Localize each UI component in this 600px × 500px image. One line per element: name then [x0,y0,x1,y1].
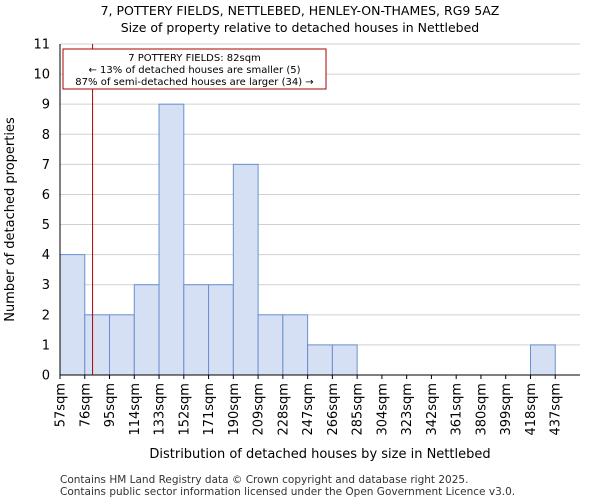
y-tick-label: 9 [42,98,50,113]
y-tick-label: 4 [42,248,50,263]
x-tick-label: 247sqm [301,383,316,436]
x-tick-label: 228sqm [276,383,291,436]
x-tick-label: 399sqm [499,383,514,436]
histogram-bar [331,344,358,376]
annotation-line-1: 7 POTTERY FIELDS: 82sqm [128,53,261,64]
histogram-bar [307,344,333,376]
histogram-bar [529,344,556,376]
chart-title: 7, POTTERY FIELDS, NETTLEBED, HENLEY-ON-… [100,3,500,18]
histogram-bar [59,254,86,376]
x-axis-title: Distribution of detached houses by size … [149,447,490,462]
y-tick-label: 0 [42,369,50,384]
x-tick-label: 437sqm [549,383,564,436]
x-tick-label: 418sqm [524,383,539,436]
footer-line-2: Contains public sector information licen… [60,486,516,498]
histogram-bar [84,314,111,376]
histogram-bar [133,284,160,376]
x-tick-label: 114sqm [128,383,143,436]
x-tick-label: 76sqm [78,383,93,427]
x-tick-label: 380sqm [474,383,489,436]
y-tick-label: 3 [42,278,50,293]
x-tick-label: 209sqm [252,383,267,436]
annotation-line-3: 87% of semi-detached houses are larger (… [75,77,313,88]
footer-line-1: Contains HM Land Registry data © Crown c… [60,474,469,486]
y-tick-label: 1 [42,338,50,353]
x-tick-label: 171sqm [202,383,217,436]
histogram-bar [109,314,135,376]
x-tick-label: 342sqm [425,383,440,436]
x-tick-label: 57sqm [54,383,69,427]
x-tick-label: 361sqm [450,383,465,436]
x-tick-label: 95sqm [103,383,118,427]
y-tick-label: 6 [42,188,50,203]
y-tick-label: 11 [33,38,50,53]
x-tick-label: 190sqm [227,383,242,436]
x-tick-label: 266sqm [326,383,341,436]
histogram-bar [158,103,185,376]
x-tick-label: 304sqm [375,383,390,436]
histogram-bar [232,163,259,376]
y-tick-label: 5 [42,218,50,233]
chart-subtitle: Size of property relative to detached ho… [120,20,480,35]
annotation-box [62,48,327,90]
x-tick-label: 152sqm [177,383,192,436]
y-tick-label: 10 [33,68,50,83]
y-axis-title: Number of detached properties [3,117,18,322]
y-tick-label: 7 [42,158,50,173]
histogram-bar [208,284,234,376]
histogram-bar [257,314,284,376]
y-tick-label: 2 [42,308,50,323]
x-tick-label: 133sqm [153,383,168,436]
x-tick-label: 285sqm [351,383,366,436]
annotation-line-2: ← 13% of detached houses are smaller (5) [89,65,301,76]
x-tick-label: 323sqm [400,383,415,436]
y-tick-label: 8 [42,128,50,143]
histogram-bar [183,284,210,376]
histogram-bar [282,314,309,376]
